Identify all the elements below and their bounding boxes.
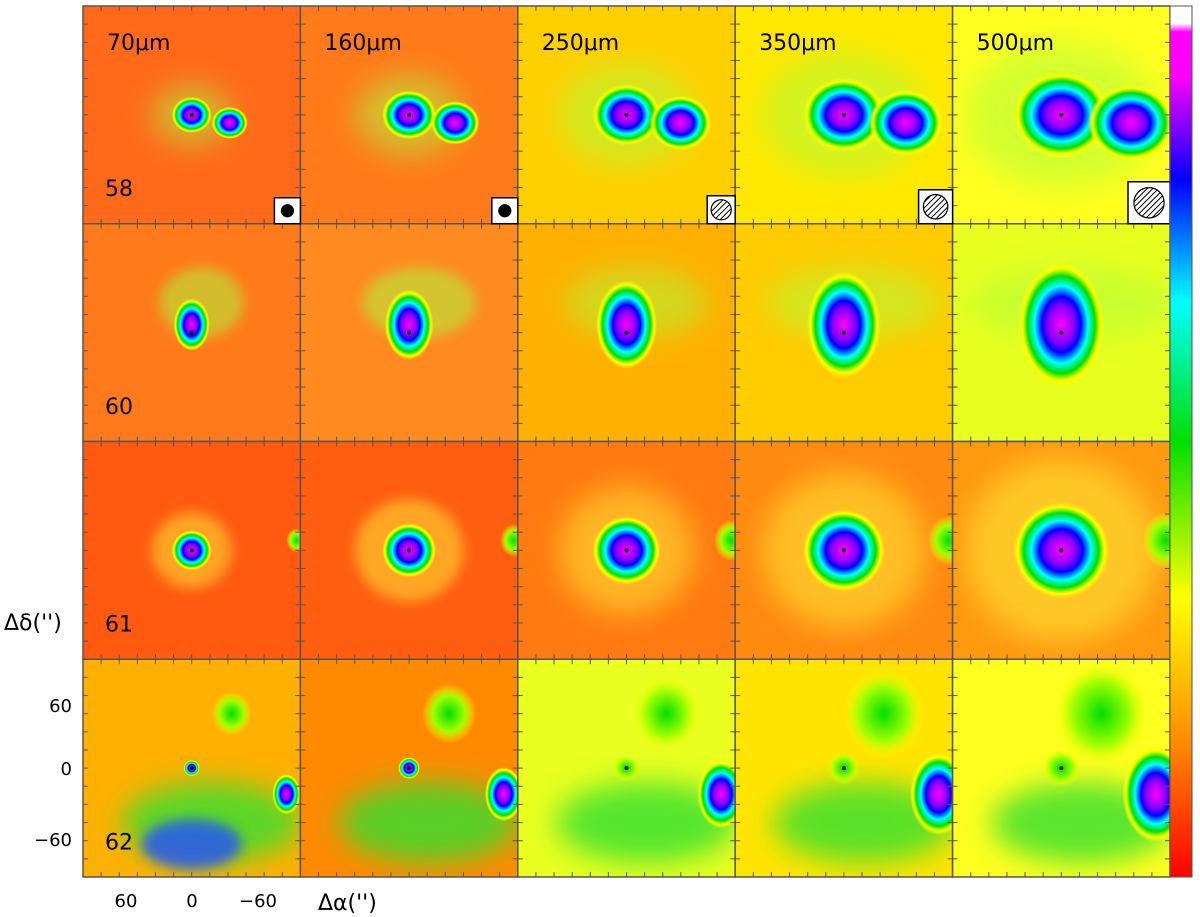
map-panel: [517, 5, 736, 225]
map-panel: [951, 223, 1171, 443]
source-marker: [624, 766, 629, 771]
map-panel: [299, 658, 519, 878]
source-marker: [624, 548, 629, 553]
beam-icon: [917, 189, 954, 225]
x-tick-label: −60: [239, 891, 277, 912]
source-marker: [1059, 766, 1064, 771]
source-marker: [189, 330, 194, 335]
source-marker: [189, 112, 194, 117]
y-tick-label: 60: [49, 696, 72, 717]
wavelength-label: 500μm: [977, 31, 1054, 56]
source-label: 60: [105, 395, 133, 420]
source-marker: [1059, 330, 1064, 335]
map-panel: [734, 658, 954, 878]
map-panel: [951, 658, 1171, 878]
map-panel: [82, 658, 302, 878]
beam-icon: [491, 197, 519, 225]
panel-labels: 70μm 160μm 250μm 350μm 500μm 58 60 61 62: [105, 31, 1171, 855]
source-marker: [841, 112, 846, 117]
source-label: 62: [105, 830, 133, 855]
source-marker: [189, 548, 194, 553]
source-marker: [407, 112, 412, 117]
wavelength-label: 160μm: [324, 31, 401, 56]
source-marker: [1059, 112, 1064, 117]
source-label: 58: [105, 177, 133, 202]
beam-icon: [1127, 181, 1171, 225]
source-marker: [407, 766, 412, 771]
map-panel: [734, 223, 954, 443]
y-tick-label: 0: [61, 759, 72, 780]
beam-icon: [273, 197, 302, 225]
y-tick-label: −60: [34, 830, 72, 851]
source-marker: [189, 766, 194, 771]
colorbar: [1169, 5, 1193, 878]
map-panel: [299, 223, 519, 443]
source-marker: [841, 548, 846, 553]
map-panel: [299, 5, 519, 225]
source-marker: [624, 330, 629, 335]
source-marker: [407, 548, 412, 553]
panel-grid: [82, 5, 1171, 878]
map-panel: [517, 440, 736, 660]
wavelength-label: 250μm: [542, 31, 619, 56]
map-panel: [734, 5, 954, 225]
x-axis-label: Δα(''): [318, 891, 377, 916]
y-axis-label: Δδ(''): [4, 611, 62, 636]
beam-icon: [706, 195, 736, 225]
map-panel: [517, 658, 736, 878]
map-panel: [299, 440, 519, 660]
wavelength-label: 70μm: [107, 31, 170, 56]
source-label: 61: [105, 613, 133, 638]
source-marker: [407, 330, 412, 335]
source-marker: [841, 330, 846, 335]
map-panel: [82, 5, 302, 225]
map-panel: [734, 440, 954, 660]
wavelength-label: 350μm: [759, 31, 836, 56]
map-panel: [82, 223, 302, 443]
map-panel: [517, 223, 736, 443]
map-panel: [951, 440, 1171, 660]
source-marker: [624, 112, 629, 117]
map-panel: [951, 5, 1171, 225]
source-marker: [1059, 548, 1064, 553]
source-marker: [841, 766, 846, 771]
map-panel: [82, 440, 302, 660]
x-tick-label: 0: [186, 891, 197, 912]
x-tick-label: 60: [115, 891, 138, 912]
